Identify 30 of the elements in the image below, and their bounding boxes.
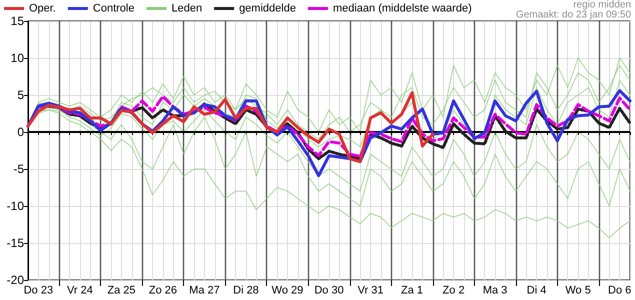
legend-label: Controle <box>92 2 134 14</box>
x-tick-label: Vr 24 <box>66 284 93 296</box>
x-tick-label: Za 1 <box>401 284 424 296</box>
y-tick-label: 10 <box>10 51 24 65</box>
y-tick-label: 0 <box>17 125 24 139</box>
y-tick-label: -10 <box>6 199 24 213</box>
legend-label: mediaan (middelste waarde) <box>332 2 472 14</box>
x-tick-label: Vr 31 <box>358 284 384 296</box>
x-tick-label: Wo 29 <box>272 284 304 296</box>
y-tick-label: -20 <box>6 273 24 287</box>
legend-label: gemiddelde <box>239 2 296 14</box>
x-tick-label: Do 30 <box>314 284 344 296</box>
x-tick-label: Di 4 <box>526 284 546 296</box>
x-tick-label: Zo 2 <box>442 284 465 296</box>
x-tick-label: Za 25 <box>107 284 136 296</box>
x-tick-label: Do 6 <box>608 284 632 296</box>
y-tick-label: 5 <box>17 88 24 102</box>
x-tick-label: Di 28 <box>233 284 259 296</box>
legend-label: Leden <box>171 2 202 14</box>
text: Gemaakt: do 23 jan 09:50 <box>516 10 632 20</box>
y-tick-label: -15 <box>6 236 24 250</box>
x-tick-label: Ma 3 <box>482 284 508 296</box>
y-tick-label: 15 <box>10 14 24 28</box>
text: regio midden <box>573 0 631 10</box>
x-tick-label: Zo 26 <box>148 284 177 296</box>
y-tick-label: -5 <box>13 162 24 176</box>
x-tick-label: Ma 27 <box>189 284 220 296</box>
x-tick-label: Do 23 <box>24 284 54 296</box>
legend-label: Oper. <box>29 2 56 14</box>
x-tick-label: Wo 5 <box>565 284 591 296</box>
